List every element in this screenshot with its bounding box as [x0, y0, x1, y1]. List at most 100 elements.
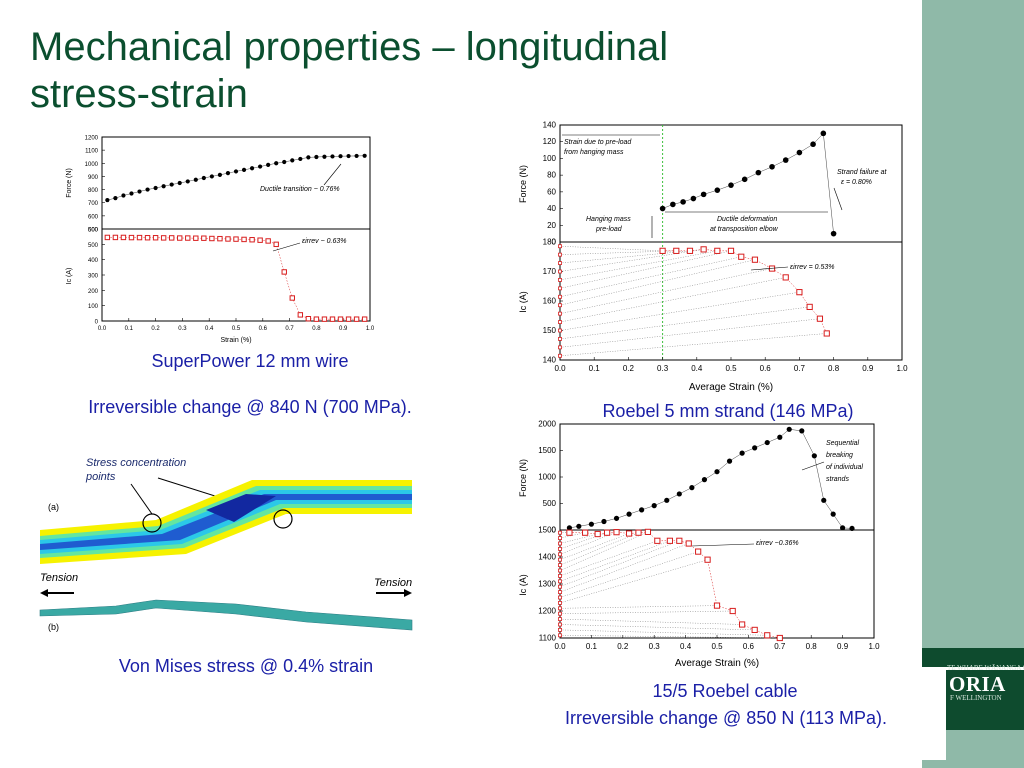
ic-guide-line: [559, 268, 773, 314]
force-data-point: [755, 169, 762, 176]
ic-tick-label: 1300: [538, 580, 556, 589]
force-tick-label: 900: [88, 175, 99, 181]
ic-data-point: [704, 556, 711, 563]
ic-guide-line: [559, 277, 786, 323]
ic-axis-marker: [558, 611, 562, 616]
strain-tick-label: 0.6: [743, 642, 755, 651]
ic-axis-label: Ic (A): [518, 574, 528, 596]
arrowhead-right-icon: [404, 589, 412, 597]
force-data-point: [346, 153, 351, 159]
ic-data-point: [249, 237, 255, 243]
ic-axis-marker: [558, 579, 562, 584]
ic-data-point: [160, 235, 167, 241]
force-data-point: [811, 453, 817, 459]
caption-roebel-cable-change: Irreversible change @ 850 N (113 MPa).: [564, 708, 888, 728]
ic-plot-frame: [559, 529, 875, 639]
ic-axis-label: Ic (A): [518, 291, 528, 313]
strain-tick-label: 0.1: [589, 364, 601, 373]
ic-data-point: [764, 632, 771, 639]
strain-tick-label: 0.9: [837, 642, 849, 651]
ic-tick-label: 1200: [538, 607, 556, 616]
strain-tick-label: 0.2: [617, 642, 629, 651]
force-data-point: [354, 153, 359, 159]
strain-tick-label: 0.5: [232, 326, 241, 332]
force-data-point: [249, 166, 255, 171]
ic-guide-line: [559, 532, 586, 539]
ic-data-point: [751, 626, 758, 634]
ic-axis-marker: [558, 252, 562, 257]
ic-data-point: [361, 316, 368, 322]
ic-tick-label: 300: [88, 274, 99, 280]
force-data-point: [314, 154, 319, 160]
ic-data-point: [604, 529, 611, 536]
force-data-point: [161, 184, 166, 189]
sequential-breaking-annotation-2: breaking: [826, 452, 853, 459]
force-tick-label: 40: [547, 204, 556, 213]
ic-data-point: [666, 537, 674, 544]
force-tick-label: 60: [547, 187, 556, 196]
force-data-point: [626, 511, 632, 517]
ic-data-point: [676, 537, 683, 544]
tape-layer-blue: [40, 494, 412, 550]
preload-annotation-2: from hanging mass: [564, 149, 624, 156]
preload-annotation: Strain due to pre-load: [564, 139, 632, 146]
force-data-point: [782, 157, 789, 163]
ductile-deformation-annotation-2: at transposition elbow: [710, 226, 779, 233]
slide-title: Mechanical properties – longitudinal str…: [30, 24, 900, 118]
ic-data-point: [168, 235, 175, 241]
ic-tick-label: 1500: [538, 526, 556, 535]
ic-tick-label: 160: [543, 297, 557, 306]
strain-tick-label: 0.6: [259, 326, 268, 332]
ic-axis-marker: [558, 541, 562, 546]
force-tick-label: 140: [543, 121, 557, 130]
logo-subtext: F WELLINGTON: [950, 694, 1002, 702]
slide-title-line-1: Mechanical properties – longitudinal: [30, 25, 669, 69]
logo-maori-text: TE WHARE WĀNANGA O TE ŪPOKO O TE IKA A M…: [947, 664, 1024, 672]
ic-data-point: [594, 530, 601, 538]
strain-tick-label: 0.2: [623, 364, 635, 373]
strain-tick-label: 0.4: [691, 364, 703, 373]
caption-background: [510, 668, 946, 760]
force-data-point: [680, 199, 686, 205]
force-data-point: [225, 171, 231, 176]
strain-tick-label: 0.9: [862, 364, 874, 373]
strain-tick-label: 0.6: [760, 364, 772, 373]
stress-point-marker: [273, 509, 293, 529]
force-plot-frame: [101, 136, 371, 230]
ic-guide-line: [559, 543, 689, 593]
caption-roebel-strand: Roebel 5 mm strand (146 MPa): [602, 401, 854, 421]
strand-failure-annotation-2: ε = 0.80%: [841, 179, 872, 186]
force-data-point: [258, 164, 263, 169]
ic-data-point: [185, 235, 191, 241]
ic-data-point: [796, 289, 803, 296]
ic-data-point: [582, 529, 589, 536]
caption-superpower: SuperPower 12 mm wire: [151, 351, 349, 371]
ic-guide-line: [559, 629, 768, 636]
ic-tick-label: 400: [88, 258, 99, 264]
force-data-point: [233, 169, 239, 174]
force-data-point: [664, 497, 670, 503]
ic-axis-marker: [558, 337, 562, 341]
ic-data-point: [297, 312, 304, 318]
ic-data-point: [685, 540, 692, 547]
strand-failure-annotation: Strand failure at: [837, 169, 887, 176]
ic-axis-marker: [558, 568, 562, 573]
ic-data-point: [209, 235, 215, 242]
ic-data-point: [729, 607, 736, 615]
irreversible-strain-annotation: εirrev = 0.53%: [790, 264, 835, 271]
ic-data-point: [289, 295, 295, 301]
annotation-arrow: [801, 461, 825, 471]
ic-axis-marker: [558, 606, 562, 611]
ic-guide-line: [559, 531, 617, 555]
ic-guide-line: [559, 551, 699, 598]
ic-axis-marker: [558, 600, 562, 605]
strain-tick-label: 0.3: [657, 364, 669, 373]
force-data-point: [741, 176, 748, 183]
ic-axis-marker: [558, 303, 562, 308]
force-tick-label: 2000: [538, 420, 556, 429]
force-tick-label: 80: [547, 171, 556, 180]
ic-data-point: [329, 316, 336, 322]
ic-data-point: [201, 235, 207, 241]
ic-tick-label: 140: [543, 356, 557, 365]
force-data-point: [613, 515, 620, 521]
